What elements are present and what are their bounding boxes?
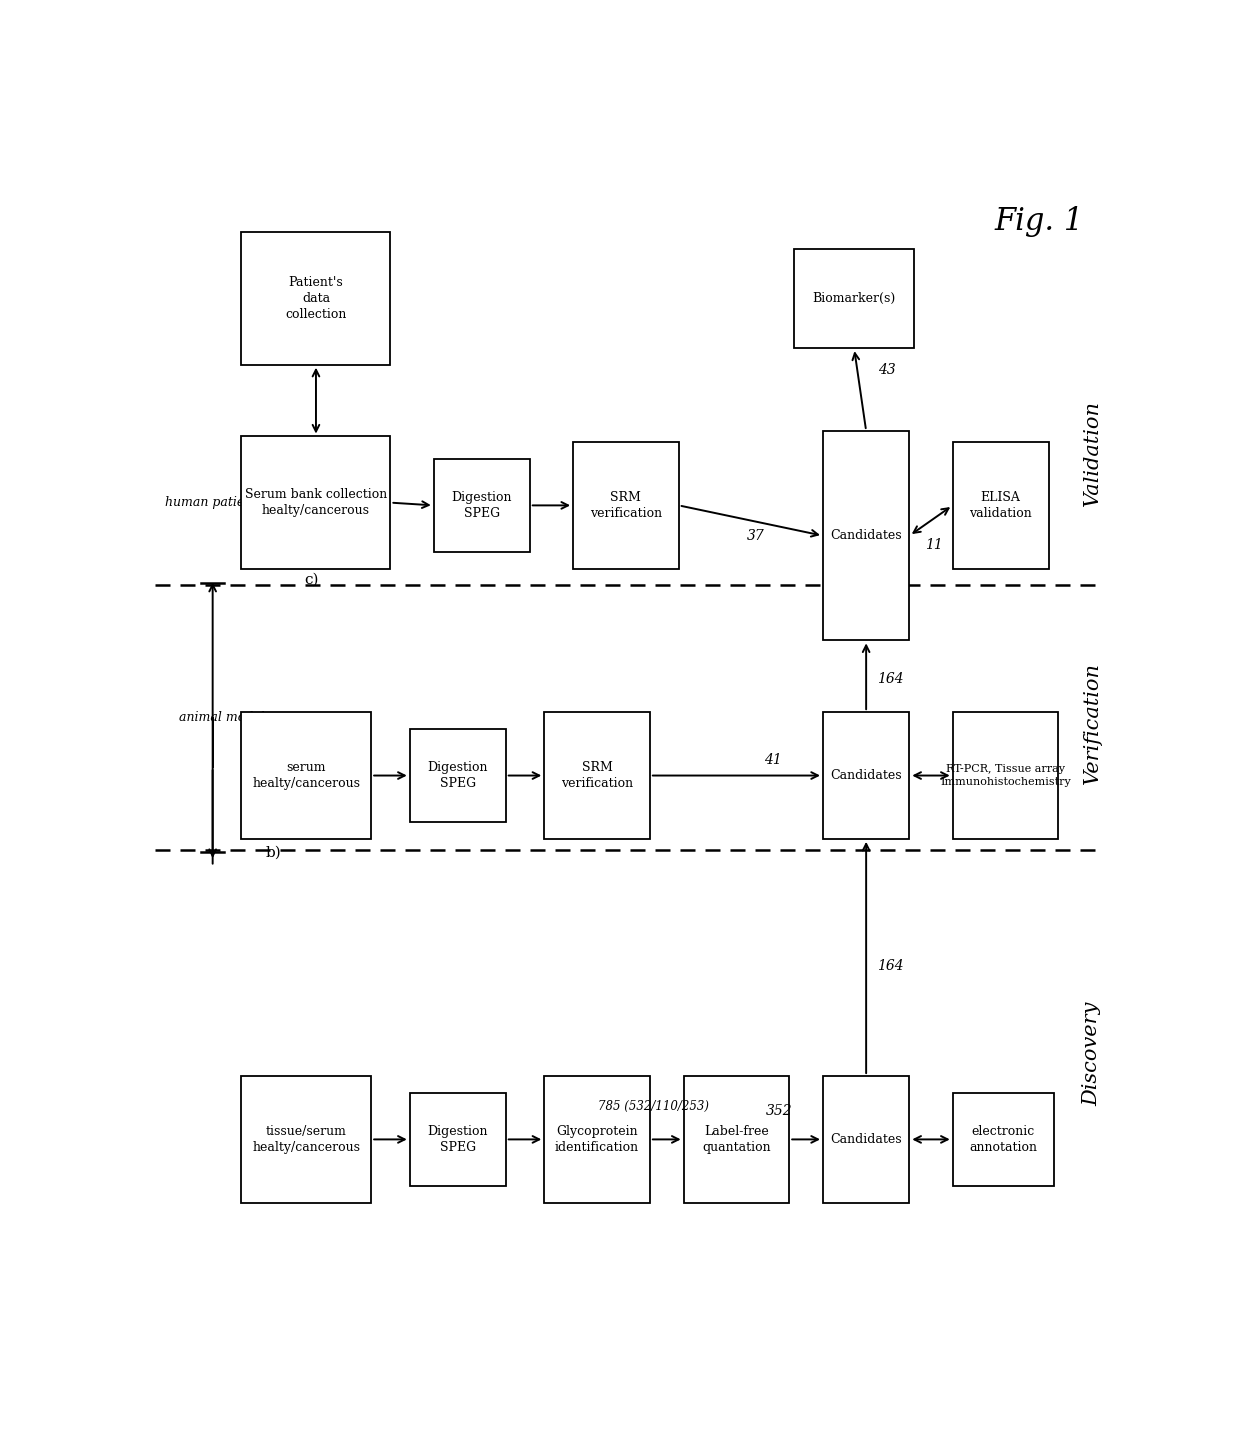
- Text: Candidates: Candidates: [831, 1133, 901, 1146]
- Text: 352: 352: [765, 1104, 792, 1118]
- FancyBboxPatch shape: [242, 712, 371, 839]
- Text: 785 (532/110/253): 785 (532/110/253): [598, 1100, 709, 1113]
- Text: animal model: animal model: [179, 712, 264, 725]
- FancyBboxPatch shape: [794, 249, 914, 348]
- FancyBboxPatch shape: [409, 729, 506, 822]
- FancyBboxPatch shape: [952, 712, 1058, 839]
- Text: Candidates: Candidates: [831, 769, 901, 782]
- FancyBboxPatch shape: [952, 442, 1049, 569]
- Text: Label-free
quantation: Label-free quantation: [702, 1126, 771, 1154]
- Text: 37: 37: [746, 528, 765, 543]
- Text: c): c): [304, 573, 319, 587]
- FancyBboxPatch shape: [544, 1075, 650, 1203]
- FancyBboxPatch shape: [242, 1075, 371, 1203]
- Text: Serum bank collection
healty/cancerous: Serum bank collection healty/cancerous: [244, 488, 387, 517]
- Text: Digestion
SPEG: Digestion SPEG: [428, 1126, 489, 1154]
- Text: SRM
verification: SRM verification: [560, 760, 634, 790]
- FancyBboxPatch shape: [409, 1093, 506, 1186]
- Text: 164: 164: [877, 959, 904, 972]
- FancyBboxPatch shape: [683, 1075, 789, 1203]
- FancyBboxPatch shape: [242, 437, 391, 569]
- FancyBboxPatch shape: [823, 1075, 909, 1203]
- Text: SRM
verification: SRM verification: [590, 491, 662, 520]
- FancyBboxPatch shape: [434, 458, 529, 553]
- FancyBboxPatch shape: [242, 232, 391, 365]
- Text: 43: 43: [878, 364, 897, 377]
- Text: serum
healty/cancerous: serum healty/cancerous: [253, 760, 361, 790]
- Text: 164: 164: [877, 672, 904, 686]
- Text: Fig. 1: Fig. 1: [994, 206, 1084, 236]
- FancyBboxPatch shape: [573, 442, 678, 569]
- Text: b): b): [265, 845, 281, 859]
- Text: Patient's
data
collection: Patient's data collection: [285, 276, 347, 321]
- Text: Glycoprotein
identification: Glycoprotein identification: [556, 1126, 639, 1154]
- Text: Digestion
SPEG: Digestion SPEG: [451, 491, 512, 520]
- Text: 41: 41: [764, 753, 781, 766]
- FancyBboxPatch shape: [823, 712, 909, 839]
- Text: 11: 11: [925, 537, 942, 551]
- Text: tissue/serum
healty/cancerous: tissue/serum healty/cancerous: [253, 1126, 361, 1154]
- Text: Validation: Validation: [1083, 400, 1101, 505]
- Text: Digestion
SPEG: Digestion SPEG: [428, 760, 489, 790]
- Text: ELISA
validation: ELISA validation: [970, 491, 1032, 520]
- Text: Verification: Verification: [1083, 662, 1101, 785]
- FancyBboxPatch shape: [952, 1093, 1054, 1186]
- FancyBboxPatch shape: [823, 431, 909, 640]
- FancyBboxPatch shape: [544, 712, 650, 839]
- Text: electronic
annotation: electronic annotation: [970, 1126, 1037, 1154]
- Text: RT-PCR, Tissue array
Immunohistochemistry: RT-PCR, Tissue array Immunohistochemistr…: [940, 765, 1071, 786]
- Text: Discovery: Discovery: [1083, 1002, 1101, 1106]
- Text: Candidates: Candidates: [831, 530, 901, 543]
- Text: Biomarker(s): Biomarker(s): [812, 292, 895, 305]
- Text: human patients: human patients: [165, 495, 263, 510]
